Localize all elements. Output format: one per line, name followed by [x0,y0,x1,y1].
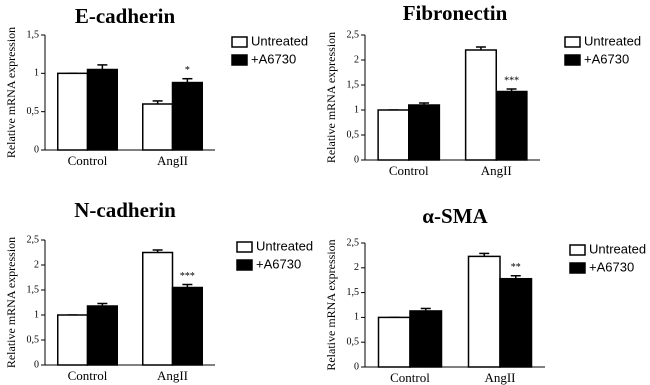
legend-label: +A6730 [251,51,296,66]
legend-swatch [231,36,248,48]
legend-swatch [564,54,581,66]
x-tick-label: AngII [157,368,188,383]
bar [86,68,118,151]
bar [142,103,174,151]
legend-label: Untreated [251,33,308,48]
y-axis-label: Relative mRNA expression [324,239,338,370]
y-tick-label: 2 [34,259,39,270]
y-tick-label: 0,5 [347,129,360,140]
legend-label: Untreated [256,238,313,253]
bar [171,81,203,151]
legend-swatch [569,244,586,256]
legend-swatch [569,262,586,274]
y-tick-label: 0 [34,359,39,370]
y-tick-label: 2,5 [347,29,360,40]
x-tick-label: Control [68,153,108,168]
y-tick-label: 0,5 [27,334,40,345]
legend-swatch [236,259,253,271]
y-axis-label: Relative mRNA expression [4,237,18,368]
y-tick-label: 0 [354,154,359,165]
y-tick-label: 1 [354,104,359,115]
bar [377,109,410,161]
legend-label: Untreated [589,241,646,256]
y-tick-label: 1 [354,312,359,323]
y-tick-label: 1,5 [27,284,40,295]
bar [57,72,89,151]
x-tick-label: Control [390,370,430,385]
significance-label: *** [504,75,519,86]
bar [86,305,118,366]
legend-label: +A6730 [589,259,634,274]
y-tick-label: 1 [34,68,39,79]
legend-label: +A6730 [584,51,629,66]
chart-title: E-cadherin [75,4,176,28]
y-tick-label: 2,5 [347,237,360,248]
legend-label: Untreated [584,33,641,48]
bar [467,255,501,368]
y-axis-label: Relative mRNA expression [324,32,338,163]
y-tick-label: 0,5 [347,336,360,347]
y-axis-label: Relative mRNA expression [4,27,18,158]
y-tick-label: 0 [354,361,359,372]
y-tick-label: 1,5 [27,29,40,40]
x-tick-label: AngII [157,153,188,168]
y-tick-label: 0,5 [27,106,40,117]
legend-label: +A6730 [256,256,301,271]
x-tick-label: AngII [481,163,512,178]
bar [495,90,528,161]
y-tick-label: 2,5 [27,234,40,245]
legend-swatch [231,54,248,66]
bar [171,286,203,366]
bar [377,316,411,368]
bar [409,310,443,368]
bar [57,314,89,366]
legend-swatch [236,241,253,253]
bar [499,277,533,368]
y-tick-label: 1,5 [347,287,360,298]
legend-swatch [564,36,581,48]
bar [408,104,441,161]
significance-label: ** [511,262,521,273]
y-tick-label: 2 [354,54,359,65]
x-tick-label: AngII [484,370,515,385]
significance-label: * [185,65,190,76]
y-tick-label: 1,5 [347,79,360,90]
chart-title: α-SMA [422,204,488,228]
y-tick-label: 0 [34,144,39,155]
bar [464,49,497,161]
y-tick-label: 1 [34,309,39,320]
bar [142,251,174,366]
significance-label: *** [180,271,195,282]
chart-title: Fibronectin [403,1,508,25]
x-tick-label: Control [389,163,429,178]
y-tick-label: 2 [354,262,359,273]
chart-title: N-cadherin [74,198,176,222]
x-tick-label: Control [68,368,108,383]
